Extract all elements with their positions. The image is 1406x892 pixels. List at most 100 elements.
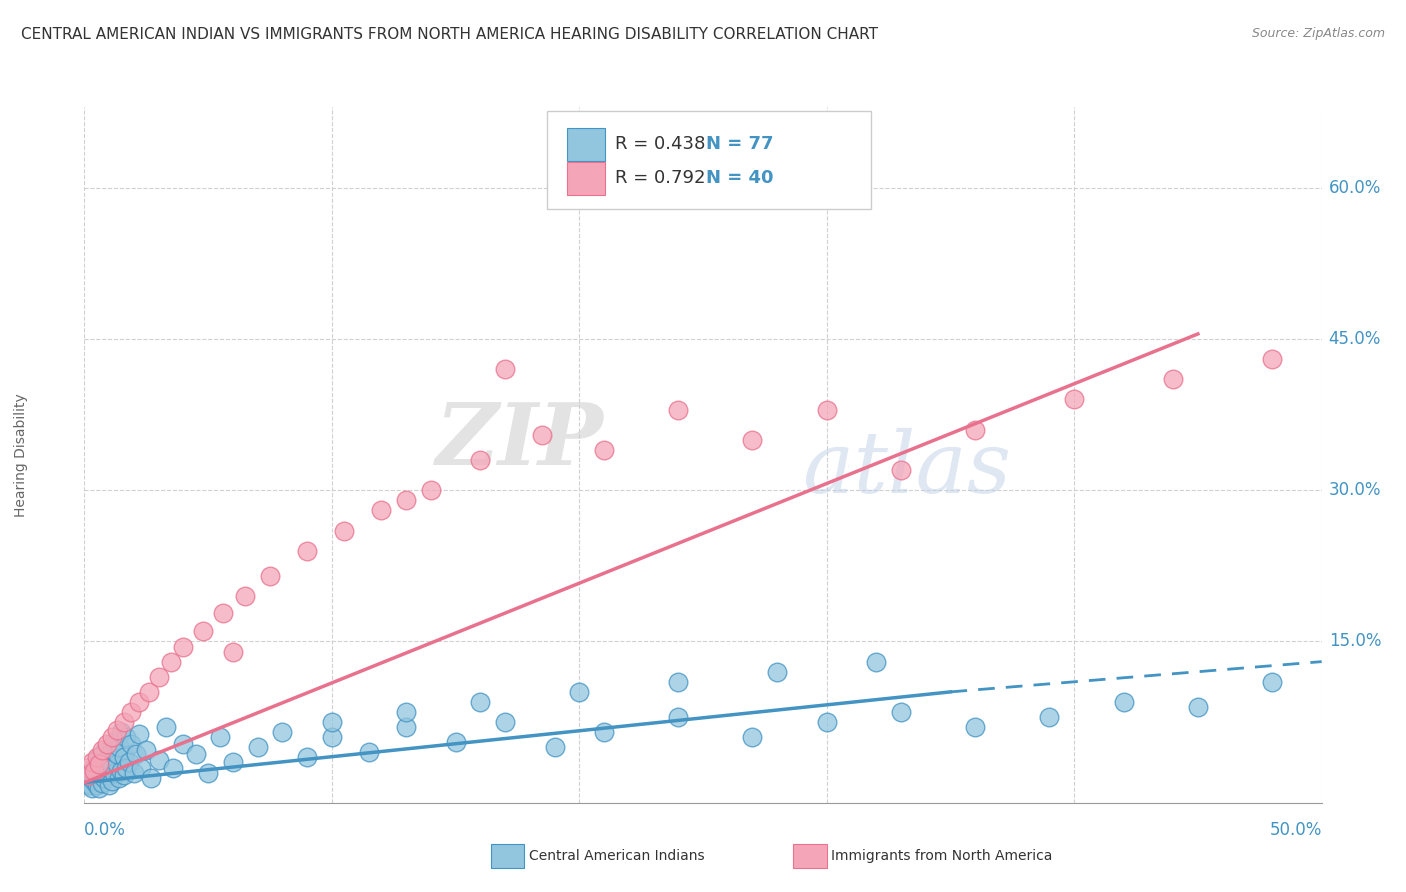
Point bbox=[1038, 710, 1060, 724]
Point bbox=[162, 760, 184, 774]
Point bbox=[741, 433, 763, 447]
Text: Source: ZipAtlas.com: Source: ZipAtlas.com bbox=[1251, 27, 1385, 40]
Point bbox=[197, 765, 219, 780]
Point bbox=[128, 727, 150, 741]
Point bbox=[593, 725, 616, 739]
Text: ZIP: ZIP bbox=[436, 400, 605, 483]
Point bbox=[321, 715, 343, 730]
Point bbox=[209, 731, 232, 745]
Text: Central American Indians: Central American Indians bbox=[529, 849, 704, 863]
Point bbox=[191, 624, 214, 639]
Point bbox=[666, 402, 689, 417]
Point bbox=[96, 737, 118, 751]
Point bbox=[395, 720, 418, 734]
Point bbox=[83, 773, 105, 788]
Point bbox=[741, 731, 763, 745]
Point bbox=[80, 771, 103, 785]
Point bbox=[86, 767, 108, 781]
Point bbox=[80, 780, 103, 795]
Point bbox=[83, 764, 105, 778]
Point bbox=[444, 735, 467, 749]
Point bbox=[129, 760, 152, 774]
Point bbox=[105, 747, 128, 762]
Point bbox=[155, 720, 177, 734]
Point bbox=[98, 778, 121, 792]
Point bbox=[233, 589, 256, 603]
Point bbox=[86, 756, 108, 770]
Point bbox=[138, 685, 160, 699]
Point bbox=[1261, 352, 1284, 367]
Text: CENTRAL AMERICAN INDIAN VS IMMIGRANTS FROM NORTH AMERICA HEARING DISABILITY CORR: CENTRAL AMERICAN INDIAN VS IMMIGRANTS FR… bbox=[21, 27, 879, 42]
Point bbox=[1161, 372, 1184, 386]
Point bbox=[112, 715, 135, 730]
Text: Immigrants from North America: Immigrants from North America bbox=[831, 849, 1052, 863]
Point bbox=[766, 665, 789, 679]
Point bbox=[105, 723, 128, 738]
Point bbox=[112, 767, 135, 781]
Point bbox=[617, 180, 640, 194]
Point bbox=[160, 655, 183, 669]
Point bbox=[890, 705, 912, 719]
Point bbox=[212, 606, 235, 620]
Point bbox=[80, 756, 103, 770]
Point bbox=[295, 543, 318, 558]
Point bbox=[76, 760, 98, 774]
Point bbox=[333, 524, 356, 538]
Text: 50.0%: 50.0% bbox=[1270, 821, 1322, 838]
Point bbox=[120, 705, 142, 719]
Point bbox=[531, 427, 554, 442]
Point bbox=[105, 757, 128, 772]
Point bbox=[108, 771, 131, 785]
Point bbox=[93, 745, 115, 759]
Point bbox=[543, 740, 565, 755]
Point bbox=[79, 778, 101, 792]
Point bbox=[370, 503, 392, 517]
Point bbox=[89, 780, 111, 795]
Point bbox=[184, 747, 207, 762]
Point bbox=[118, 756, 141, 770]
Point bbox=[865, 655, 887, 669]
Point bbox=[172, 640, 194, 654]
Point bbox=[666, 710, 689, 724]
Point bbox=[419, 483, 441, 498]
Point bbox=[395, 705, 418, 719]
Point bbox=[122, 765, 145, 780]
Point bbox=[108, 740, 131, 755]
Point bbox=[815, 402, 838, 417]
Point bbox=[1261, 674, 1284, 689]
Point bbox=[148, 670, 170, 684]
Point bbox=[89, 757, 111, 772]
Point bbox=[965, 720, 987, 734]
Point bbox=[470, 453, 492, 467]
Point bbox=[89, 764, 111, 778]
Point bbox=[90, 757, 112, 772]
Point bbox=[815, 715, 838, 730]
Point bbox=[295, 750, 318, 764]
Point bbox=[93, 771, 115, 785]
Point bbox=[1187, 700, 1209, 714]
Point bbox=[141, 771, 163, 785]
Text: atlas: atlas bbox=[801, 427, 1011, 510]
Point bbox=[90, 775, 112, 789]
Point bbox=[568, 685, 591, 699]
Point bbox=[115, 760, 138, 774]
Point bbox=[470, 695, 492, 709]
Point bbox=[90, 743, 112, 757]
Point bbox=[103, 735, 125, 749]
Point bbox=[76, 775, 98, 789]
Text: R = 0.792: R = 0.792 bbox=[614, 169, 706, 187]
Text: Hearing Disability: Hearing Disability bbox=[14, 393, 28, 516]
Point bbox=[666, 674, 689, 689]
Point bbox=[494, 715, 516, 730]
Text: 45.0%: 45.0% bbox=[1329, 330, 1381, 348]
Point bbox=[79, 767, 101, 781]
Point bbox=[110, 764, 132, 778]
Point bbox=[148, 754, 170, 768]
Point bbox=[135, 743, 157, 757]
Text: 30.0%: 30.0% bbox=[1329, 481, 1381, 500]
Point bbox=[125, 747, 148, 762]
Point bbox=[103, 765, 125, 780]
Point bbox=[120, 737, 142, 751]
Point bbox=[890, 463, 912, 477]
Point bbox=[172, 737, 194, 751]
